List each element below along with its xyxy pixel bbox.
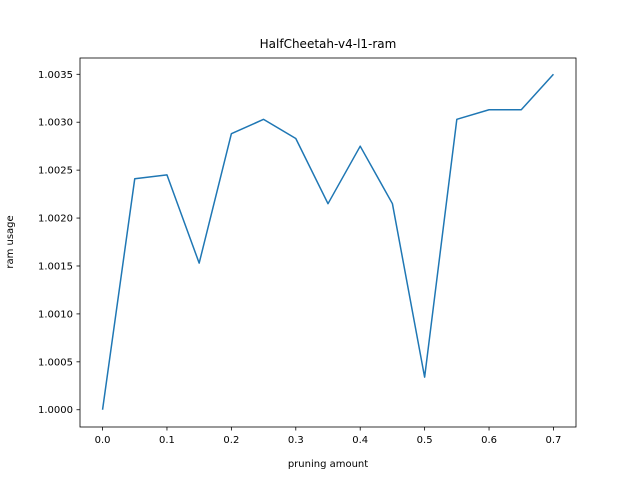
x-tick-label: 0.7 <box>546 435 562 446</box>
x-axis-label: pruning amount <box>288 459 368 470</box>
plot-frame <box>79 57 577 428</box>
series-line <box>101 73 555 410</box>
y-axis-label: ram usage <box>5 215 16 268</box>
y-tick-label: 1.0025 <box>38 166 73 177</box>
x-tick-label: 0.6 <box>481 435 497 446</box>
y-tick-label: 1.0015 <box>38 261 73 272</box>
y-tick-label: 1.0005 <box>38 357 73 368</box>
x-tick-label: 0.1 <box>159 435 175 446</box>
y-axis-ticks: 1.0000 1.0005 1.0010 1.0015 1.0020 1.0025 1.00… <box>38 70 80 416</box>
y-tick-label: 1.0000 <box>38 405 73 416</box>
x-tick-label: 0.5 <box>417 435 433 446</box>
y-tick-label: 1.0030 <box>38 118 73 129</box>
x-tick-label: 0.3 <box>288 435 304 446</box>
series-layer <box>101 73 555 410</box>
chart-title: HalfCheetah-v4-l1-ram <box>260 37 397 51</box>
x-tick-label: 0.0 <box>95 435 111 446</box>
x-axis-ticks: 0.0 0.1 0.2 0.3 0.4 0.5 0.6 0.7 <box>95 427 562 446</box>
x-tick-label: 0.4 <box>352 435 368 446</box>
x-tick-label: 0.2 <box>223 435 239 446</box>
y-tick-label: 1.0035 <box>38 70 73 81</box>
y-tick-label: 1.0010 <box>38 309 73 320</box>
y-tick-label: 1.0020 <box>38 214 73 225</box>
